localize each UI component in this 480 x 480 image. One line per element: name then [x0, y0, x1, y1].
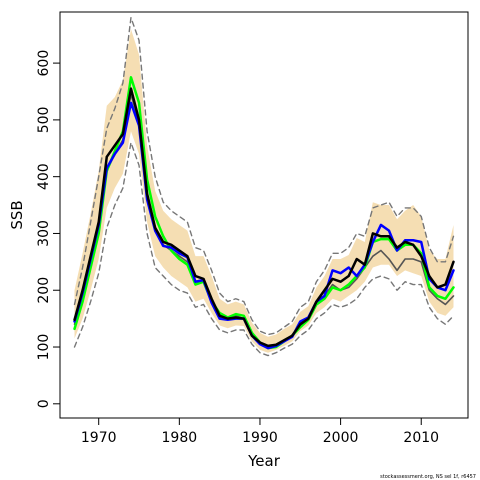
credit-text: stockassessment.org, NS sel 1f, r6457 [380, 474, 476, 480]
x-tick-label: 1980 [162, 430, 198, 446]
x-tick-label: 2010 [403, 430, 439, 446]
y-tick-label: 100 [36, 334, 52, 361]
y-tick-label: 400 [36, 163, 52, 190]
x-axis-title: Year [247, 452, 281, 470]
y-axis: 0 100 200 300 400 500 600 [36, 50, 60, 408]
plot-frame [59, 11, 469, 419]
y-axis-title: SSB [8, 200, 26, 229]
x-tick-label: 1990 [242, 430, 278, 446]
series-line-bounds-dashed-5 [73, 16, 455, 336]
y-tick-label: 0 [36, 399, 52, 408]
y-tick-label: 300 [36, 220, 52, 247]
series-line-bounds-dashed-4 [73, 141, 455, 357]
x-axis: 1970 1980 1990 2000 2010 [81, 418, 439, 446]
series-layer [73, 16, 455, 357]
x-tick-label: 1970 [81, 430, 117, 446]
series-line-blue [73, 101, 455, 350]
y-tick-label: 500 [36, 107, 52, 134]
x-tick-label: 2000 [323, 430, 359, 446]
y-tick-label: 600 [36, 50, 52, 77]
series-line-black [73, 87, 455, 348]
y-tick-label: 200 [36, 277, 52, 304]
